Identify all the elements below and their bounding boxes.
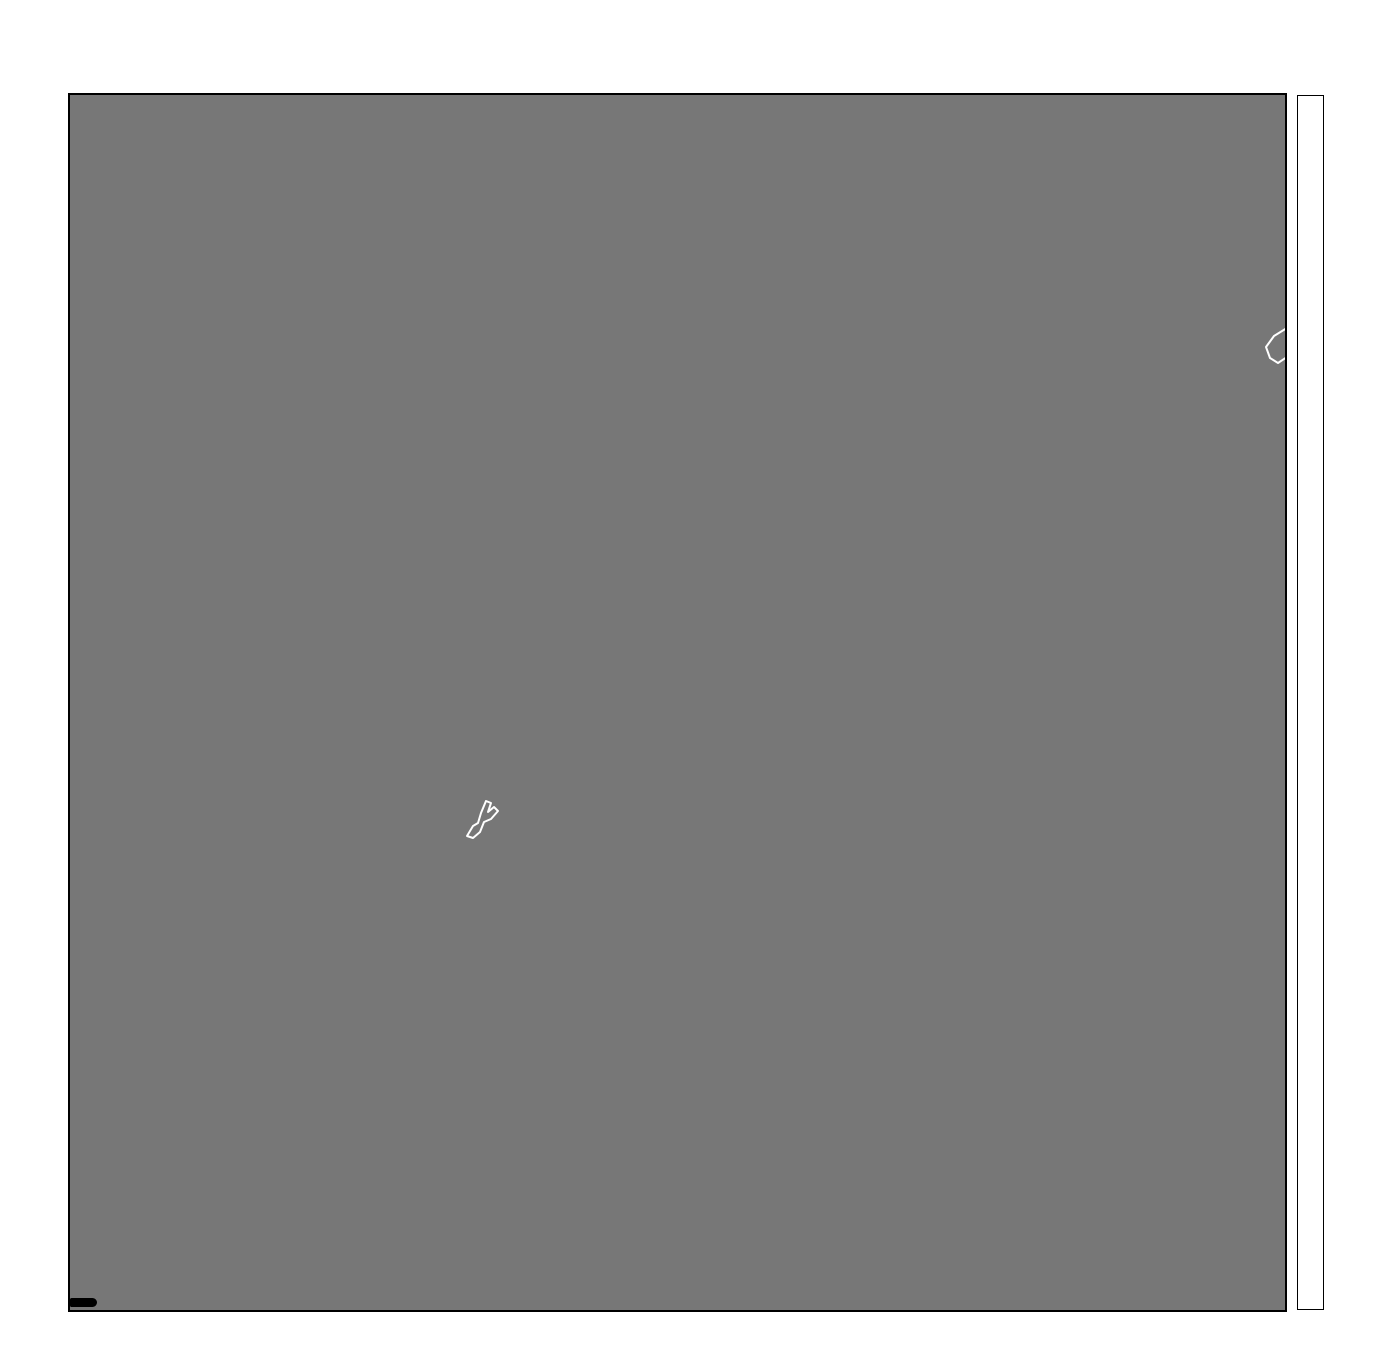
satellite-map <box>68 93 1287 1312</box>
island-coastline-guam <box>1265 328 1285 364</box>
colorbar-gradient <box>1297 95 1324 1310</box>
island-coastline-yap <box>466 800 499 839</box>
map-overlay <box>466 328 1285 839</box>
copyright-badge <box>70 1298 97 1307</box>
ir-imagery-canvas <box>70 95 1285 1310</box>
